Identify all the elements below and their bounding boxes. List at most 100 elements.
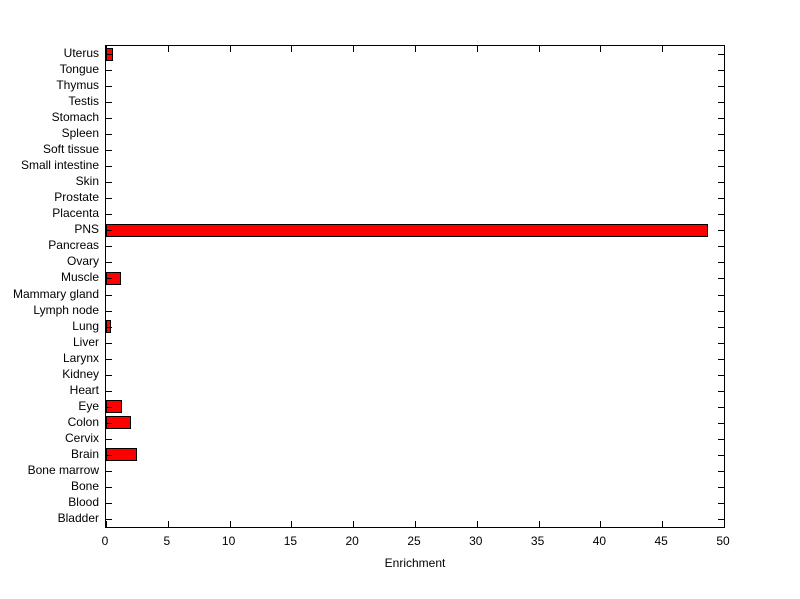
y-tick-label-bladder: Bladder xyxy=(57,510,99,525)
y-tick-label-lymph-node: Lymph node xyxy=(33,302,99,317)
y-tick-label-muscle: Muscle xyxy=(60,270,99,285)
bar-eye xyxy=(106,400,123,414)
y-tick xyxy=(718,230,724,231)
y-tick xyxy=(718,519,724,520)
y-tick xyxy=(718,487,724,488)
y-tick xyxy=(718,391,724,392)
y-tick xyxy=(106,439,112,440)
x-tick xyxy=(600,46,601,52)
x-tick xyxy=(291,521,292,527)
x-tick xyxy=(168,46,169,52)
y-tick xyxy=(106,359,112,360)
x-tick xyxy=(291,46,292,52)
y-tick-label-placenta: Placenta xyxy=(52,206,99,221)
x-tick-label-10: 10 xyxy=(221,534,236,548)
bar-brain xyxy=(106,448,137,462)
y-tick xyxy=(718,503,724,504)
y-tick xyxy=(106,471,112,472)
x-tick-label-15: 15 xyxy=(283,534,298,548)
y-tick xyxy=(106,182,112,183)
y-tick xyxy=(718,198,724,199)
y-tick xyxy=(106,198,112,199)
y-tick xyxy=(106,375,112,376)
y-tick-label-pns: PNS xyxy=(74,222,99,237)
y-tick xyxy=(106,295,112,296)
y-tick xyxy=(106,230,112,231)
x-tick xyxy=(662,521,663,527)
y-tick xyxy=(718,86,724,87)
y-tick-label-small-intestine: Small intestine xyxy=(20,158,99,173)
y-tick-label-brain: Brain xyxy=(70,446,99,461)
y-tick-label-pancreas: Pancreas xyxy=(48,238,99,253)
y-tick xyxy=(718,327,724,328)
y-tick xyxy=(718,246,724,247)
y-tick xyxy=(106,118,112,119)
x-tick xyxy=(230,46,231,52)
y-tick-label-soft-tissue: Soft tissue xyxy=(42,142,99,157)
y-tick xyxy=(106,102,112,103)
y-tick xyxy=(718,423,724,424)
x-tick-label-20: 20 xyxy=(345,534,359,548)
x-tick xyxy=(539,521,540,527)
y-tick xyxy=(718,182,724,183)
bar-lung xyxy=(106,320,111,334)
y-tick-label-bone: Bone xyxy=(70,478,99,493)
y-tick xyxy=(106,134,112,135)
y-tick xyxy=(718,102,724,103)
bar-colon xyxy=(106,416,131,430)
y-tick xyxy=(106,423,112,424)
y-tick-label-testis: Testis xyxy=(68,94,99,109)
y-tick xyxy=(106,150,112,151)
x-tick xyxy=(106,521,107,527)
y-tick xyxy=(718,343,724,344)
y-tick-label-skin: Skin xyxy=(75,174,99,189)
y-tick xyxy=(718,118,724,119)
y-tick-label-lung: Lung xyxy=(72,318,99,333)
y-tick-label-blood: Blood xyxy=(68,494,99,509)
y-tick xyxy=(106,503,112,504)
y-tick-label-heart: Heart xyxy=(69,382,99,397)
y-tick-label-mammary-gland: Mammary gland xyxy=(12,286,99,301)
x-tick xyxy=(724,521,725,527)
x-tick-label-5: 5 xyxy=(163,534,171,548)
x-tick-label-30: 30 xyxy=(469,534,483,548)
x-tick xyxy=(230,521,231,527)
y-tick xyxy=(106,343,112,344)
y-tick xyxy=(106,214,112,215)
x-tick xyxy=(600,521,601,527)
y-tick xyxy=(106,278,112,279)
y-tick-label-kidney: Kidney xyxy=(62,366,99,381)
x-axis-title: Enrichment xyxy=(384,556,446,570)
y-tick-label-spleen: Spleen xyxy=(61,126,99,141)
x-tick xyxy=(724,46,725,52)
y-tick xyxy=(718,295,724,296)
y-tick xyxy=(106,327,112,328)
x-tick-label-0: 0 xyxy=(101,534,109,548)
y-tick xyxy=(106,166,112,167)
y-tick xyxy=(718,262,724,263)
y-tick-label-larynx: Larynx xyxy=(62,350,99,365)
y-tick xyxy=(106,246,112,247)
y-tick xyxy=(106,70,112,71)
x-tick xyxy=(353,521,354,527)
x-tick xyxy=(477,46,478,52)
x-tick xyxy=(353,46,354,52)
x-tick xyxy=(168,521,169,527)
y-tick xyxy=(106,487,112,488)
y-tick xyxy=(106,455,112,456)
x-tick xyxy=(662,46,663,52)
y-tick xyxy=(718,166,724,167)
y-tick-label-liver: Liver xyxy=(72,334,99,349)
y-tick-label-thymus: Thymus xyxy=(56,78,99,93)
y-tick-label-tongue: Tongue xyxy=(59,62,99,77)
x-tick xyxy=(106,46,107,52)
y-tick xyxy=(718,278,724,279)
y-tick xyxy=(718,455,724,456)
y-tick-label-stomach: Stomach xyxy=(51,110,99,125)
y-tick xyxy=(718,134,724,135)
y-tick xyxy=(106,391,112,392)
x-tick xyxy=(415,521,416,527)
y-tick-label-ovary: Ovary xyxy=(66,254,99,269)
